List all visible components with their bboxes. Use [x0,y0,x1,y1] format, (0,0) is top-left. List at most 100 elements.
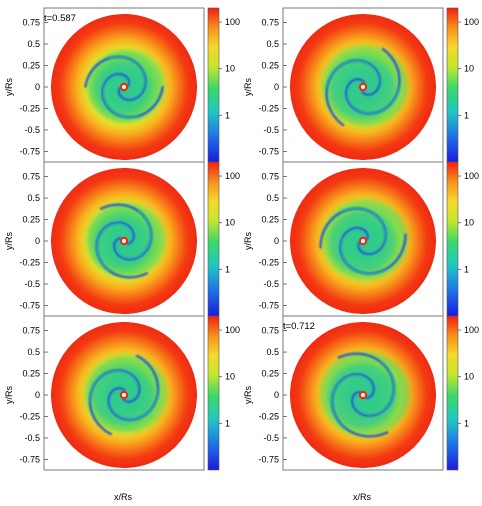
y-tick-label: 0.5 [27,39,40,49]
colorbar-tick-label: 1 [464,264,469,274]
x-axis-label-left: x/Rs [114,492,133,502]
y-axis-label: y/Rs [243,386,253,405]
y-tick-label: 0.25 [261,215,279,225]
colorbar-tick-label: 100 [464,171,479,181]
y-tick-label: -0.5 [24,433,40,443]
y-tick-label: 0.5 [266,347,279,357]
colorbar-tick-label: 100 [225,325,240,335]
y-tick-label: -0.5 [263,125,279,135]
colorbar [446,7,459,163]
x-axis-label-right: x/Rs [353,492,372,502]
y-tick-label: 0 [35,236,40,246]
y-tick-label: 0.25 [22,215,40,225]
panel-1-2: y/Rs 0.75 0.5 0.25 0 -0.25 -0.5 -0.75 100 10 1 [243,7,479,163]
colorbar-tick-label: 10 [464,372,474,382]
y-tick-label: 0.5 [266,193,279,203]
colorbar-tick-label: 1 [225,418,230,428]
y-tick-label: 0.25 [22,61,40,71]
spiral-filament [340,229,386,275]
y-axis-label: y/Rs [243,232,253,251]
y-tick-label: -0.25 [19,411,40,421]
colorbar [207,161,220,317]
y-tick-label: -0.25 [19,257,40,267]
y-tick-label: 0 [274,236,279,246]
spiral-arm [99,203,153,261]
central-star [122,393,126,397]
colorbar-tick-label: 10 [464,64,474,74]
plot-frame [43,315,205,471]
panel-1-1: y/Rs 0.75 0.5 0.25 0 -0.25 -0.5 -0.75 t=0.587 100… [4,7,240,163]
y-tick-label: 0.75 [261,172,279,182]
colorbar [207,7,220,163]
y-tick-label: -0.75 [19,454,40,464]
colorbar-tick-label: 100 [225,171,240,181]
spiral-arm [101,72,164,119]
y-tick-label: 0.75 [22,326,40,336]
y-tick-label: 0.75 [261,18,279,28]
y-tick-label: 0.25 [261,369,279,379]
spiral-filament [88,370,139,402]
y-tick-label: -0.25 [258,257,279,267]
y-tick-label: 0.5 [27,193,40,203]
panel-3-1: y/Rs 0.75 0.5 0.25 0 -0.25 -0.5 -0.75 100 10 1 [4,315,240,471]
colorbar-tick-label: 10 [225,64,235,74]
y-tick-label: -0.75 [19,146,40,156]
spiral-arm [84,55,147,102]
y-tick-label: -0.5 [24,125,40,135]
y-tick-label: -0.25 [258,411,279,421]
panel-2-1: y/Rs 0.75 0.5 0.25 0 -0.25 -0.5 -0.75 100 10 1 [4,161,240,317]
y-tick-label: 0.25 [22,369,40,379]
colorbar-tick-label: 100 [464,325,479,335]
spiral-arm [95,221,149,279]
panel-2-2: y/Rs 0.75 0.5 0.25 0 -0.25 -0.5 -0.75 100 10 1 [243,161,479,317]
spiral-arm [88,369,141,436]
y-tick-label: 0 [35,82,40,92]
colorbar-tick-label: 1 [464,418,469,428]
time-annotation: t=0.712 [283,321,315,332]
y-tick-label: 0.5 [266,39,279,49]
y-tick-label: 0.75 [22,18,40,28]
plot-frame [282,315,444,471]
y-tick-label: -0.25 [258,103,279,113]
spiral-filament [96,223,133,272]
colorbar-tick-label: 100 [225,17,240,27]
central-star [361,239,365,243]
central-star [122,85,126,89]
y-axis-label: y/Rs [4,78,14,97]
central-star [361,85,365,89]
y-tick-label: -0.75 [258,454,279,464]
y-tick-label: -0.75 [19,300,40,310]
y-axis-label: y/Rs [4,386,14,405]
panel-3-2: y/Rs 0.75 0.5 0.25 0 -0.25 -0.5 -0.75 t=0.712 100… [243,315,479,471]
y-tick-label: 0 [35,390,40,400]
y-tick-label: 0 [274,82,279,92]
central-star [361,393,365,397]
colorbar-tick-label: 10 [225,372,235,382]
colorbar-tick-label: 100 [464,17,479,27]
spiral-filament [325,59,379,94]
y-tick-label: -0.25 [19,103,40,113]
colorbar [207,315,220,471]
y-tick-label: 0 [274,390,279,400]
y-tick-label: -0.5 [263,433,279,443]
colorbar-tick-label: 10 [464,218,474,228]
colorbar-tick-label: 10 [225,218,235,228]
spiral-filament [102,75,140,119]
y-tick-label: -0.75 [258,146,279,156]
spiral-filament [115,210,152,259]
y-tick-label: 0.25 [261,61,279,71]
spiral-arm [339,226,407,275]
y-tick-label: 0.5 [27,347,40,357]
time-annotation: t=0.587 [44,13,76,24]
spiral-arm [107,354,160,421]
spiral-filament [109,388,160,420]
y-tick-label: 0.75 [22,172,40,182]
spiral-arm [319,207,387,256]
y-axis-label: y/Rs [243,78,253,97]
spiral-filament [108,55,146,99]
panel-grid: y/Rs0.750.50.250-0.25-0.5-0.75t=0.587 100… [4,7,479,471]
y-tick-label: -0.75 [258,300,279,310]
spiral-filament [340,207,386,253]
spiral-filament [353,360,395,416]
